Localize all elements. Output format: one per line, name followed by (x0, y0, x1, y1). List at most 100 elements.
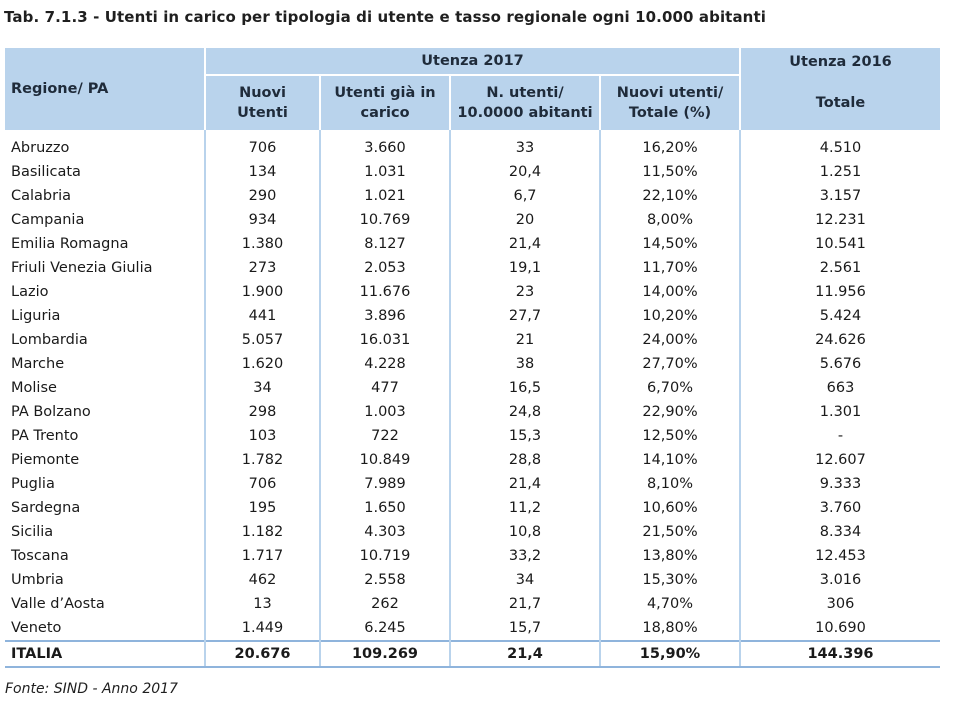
table-total-row: ITALIA 20.676 109.269 21,4 15,90% 144.396 (5, 640, 940, 668)
table-row: Sardegna 195 1.650 11,2 10,60% 3.760 (5, 496, 940, 520)
cell-existing-users: 1.021 (320, 184, 451, 208)
header-new-share-line2: Totale (%) (628, 105, 712, 121)
cell-rate: 24,8 (450, 400, 601, 424)
cell-existing-users: 1.003 (320, 400, 451, 424)
cell-rate: 19,1 (450, 256, 601, 280)
cell-region: Toscana (5, 544, 206, 568)
cell-new-share: 24,00% (600, 328, 741, 352)
header-rate-line2: 10.0000 abitanti (457, 105, 593, 121)
cell-new-users: 195 (205, 496, 321, 520)
cell-new-users: 1.380 (205, 232, 321, 256)
cell-new-share: 12,50% (600, 424, 741, 448)
cell-total-2016: 12.231 (815, 212, 866, 228)
cell-new-users: 1.717 (205, 544, 321, 568)
table-row: Sicilia 1.182 4.303 10,8 21,50% 8.334 (5, 520, 940, 544)
cell-existing-users: 1.031 (320, 160, 451, 184)
header-existing-users-line1: Utenti già in (334, 85, 436, 101)
table-row: Veneto 1.449 6.245 15,7 18,80% 10.690 (5, 616, 940, 641)
cell-new-share: 15,90% (600, 640, 741, 668)
header-existing-users-line2: carico (360, 105, 410, 121)
table-row: Abruzzo 706 3.660 33 16,20% 4.510 (5, 130, 940, 160)
cell-rate: 21,4 (450, 232, 601, 256)
header-new-share-line1: Nuovi utenti/ (616, 85, 724, 101)
cell-region: Friuli Venezia Giulia (5, 256, 206, 280)
cell-new-users: 5.057 (205, 328, 321, 352)
cell-existing-users: 262 (320, 592, 451, 616)
cell-rate: 27,7 (450, 304, 601, 328)
cell-rate: 34 (450, 568, 601, 592)
cell-total-2016: 9.333 (819, 476, 862, 492)
cell-total-2016: 12.453 (815, 548, 866, 564)
cell-new-share: 11,70% (600, 256, 741, 280)
cell-rate: 15,3 (450, 424, 601, 448)
cell-new-share: 14,00% (600, 280, 741, 304)
cell-total-2016: 10.690 (815, 620, 866, 636)
cell-new-users: 441 (205, 304, 321, 328)
cell-rate: 10,8 (450, 520, 601, 544)
cell-total-2016: 8.334 (819, 524, 862, 540)
cell-total-2016: 3.157 (819, 188, 862, 204)
header-group-2017-label: Utenza 2017 (421, 53, 524, 69)
cell-new-users: 20.676 (205, 640, 321, 668)
cell-region: Lombardia (5, 328, 206, 352)
cell-new-users: 34 (205, 376, 321, 400)
table-row: Lazio 1.900 11.676 23 14,00% 11.956 (5, 280, 940, 304)
cell-existing-users: 722 (320, 424, 451, 448)
cell-new-share: 8,10% (600, 472, 741, 496)
cell-rate: 21 (450, 328, 601, 352)
users-table: Regione/ PA Utenza 2017 Utenza 2016 Nuov… (5, 48, 940, 668)
table-row: PA Bolzano 298 1.003 24,8 22,90% 1.301 (5, 400, 940, 424)
cell-new-users: 103 (205, 424, 321, 448)
cell-total-2016: 24.626 (815, 332, 866, 348)
cell-existing-users: 6.245 (320, 616, 451, 641)
cell-total-2016: 12.607 (815, 452, 866, 468)
cell-new-users: 934 (205, 208, 321, 232)
header-new-users-line2: Utenti (237, 105, 288, 121)
cell-total-2016: 3.016 (819, 572, 862, 588)
cell-rate: 33,2 (450, 544, 601, 568)
cell-region: Emilia Romagna (5, 232, 206, 256)
cell-total-2016: 11.956 (815, 284, 866, 300)
cell-region: Umbria (5, 568, 206, 592)
cell-region: Molise (5, 376, 206, 400)
cell-rate: 33 (450, 130, 601, 160)
cell-rate: 11,2 (450, 496, 601, 520)
cell-new-users: 290 (205, 184, 321, 208)
table-row: Piemonte 1.782 10.849 28,8 14,10% 12.607 (5, 448, 940, 472)
cell-region: Abruzzo (5, 130, 206, 160)
header-new-users: Nuovi Utenti (205, 75, 321, 130)
cell-total-2016: 5.424 (819, 308, 862, 324)
cell-region: Marche (5, 352, 206, 376)
header-rate-line1: N. utenti/ (486, 85, 564, 101)
header-rate: N. utenti/ 10.0000 abitanti (450, 75, 601, 130)
cell-new-share: 6,70% (600, 376, 741, 400)
cell-new-share: 14,50% (600, 232, 741, 256)
table-row: Campania 934 10.769 20 8,00% 12.231 (5, 208, 940, 232)
cell-new-users: 462 (205, 568, 321, 592)
cell-rate: 16,5 (450, 376, 601, 400)
cell-new-share: 14,10% (600, 448, 741, 472)
cell-total-2016: 10.541 (815, 236, 866, 252)
cell-new-share: 8,00% (600, 208, 741, 232)
cell-existing-users: 477 (320, 376, 451, 400)
cell-region: Sardegna (5, 496, 206, 520)
cell-new-share: 27,70% (600, 352, 741, 376)
cell-total-2016: 144.396 (740, 640, 940, 668)
cell-new-users: 706 (205, 130, 321, 160)
cell-new-share: 11,50% (600, 160, 741, 184)
cell-rate: 20 (450, 208, 601, 232)
table-row: Marche 1.620 4.228 38 27,70% 5.676 (5, 352, 940, 376)
cell-new-share: 13,80% (600, 544, 741, 568)
cell-existing-users: 2.558 (320, 568, 451, 592)
cell-rate: 38 (450, 352, 601, 376)
cell-rate: 21,4 (450, 640, 601, 668)
table-row: Lombardia 5.057 16.031 21 24,00% 24.626 (5, 328, 940, 352)
cell-rate: 15,7 (450, 616, 601, 641)
cell-region: Campania (5, 208, 206, 232)
cell-rate: 21,4 (450, 472, 601, 496)
header-region-label: Regione/ PA (11, 81, 109, 97)
cell-region: Puglia (5, 472, 206, 496)
header-region: Regione/ PA (5, 48, 206, 130)
table-row: Umbria 462 2.558 34 15,30% 3.016 (5, 568, 940, 592)
cell-new-users: 1.620 (205, 352, 321, 376)
